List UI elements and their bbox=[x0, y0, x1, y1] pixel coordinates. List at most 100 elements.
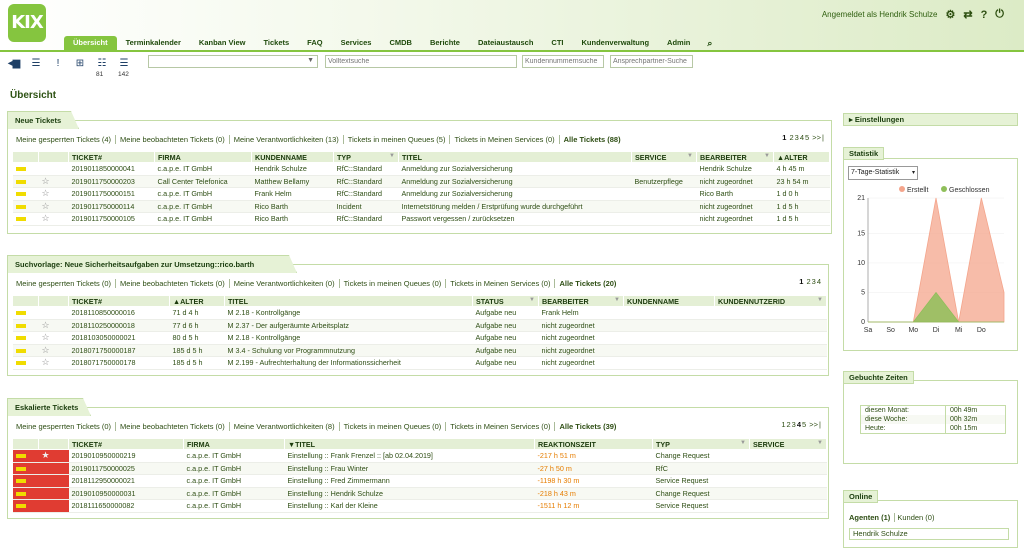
queue-select[interactable]: ▼ bbox=[148, 55, 318, 68]
filter-locked[interactable]: Meine gesperrten Tickets (0) bbox=[12, 279, 117, 288]
nav-item-cmdb[interactable]: CMDB bbox=[389, 38, 412, 47]
nav-item-cti[interactable]: CTI bbox=[551, 38, 564, 47]
new-tickets-title[interactable]: Neue Tickets bbox=[7, 111, 79, 129]
ticket-number[interactable]: 2018110850000016 bbox=[68, 306, 170, 320]
online-title[interactable]: Online bbox=[843, 490, 879, 503]
col-response-time[interactable]: REAKTIONSZEIT bbox=[534, 438, 653, 450]
nav-item-reports[interactable]: Berichte bbox=[429, 38, 460, 47]
star-icon[interactable]: ☆ bbox=[41, 175, 50, 186]
list-icon[interactable]: ☰ bbox=[31, 58, 41, 69]
filter-responsible[interactable]: Meine Verantwortlichkeiten (0) bbox=[230, 279, 340, 288]
star-icon[interactable]: ☆ bbox=[41, 332, 50, 343]
ticket-number[interactable]: 2019011750000114 bbox=[68, 200, 155, 213]
col-customer[interactable]: KUNDENNAME bbox=[251, 151, 334, 163]
page-4[interactable]: 4 bbox=[796, 420, 802, 429]
filter-locked[interactable]: Meine gesperrten Tickets (0) bbox=[12, 422, 117, 431]
page-2[interactable]: 2 bbox=[786, 420, 791, 429]
nav-item-kanban[interactable]: Kanban View bbox=[198, 38, 246, 47]
filter-my-services[interactable]: Tickets in Meinen Services (0) bbox=[446, 279, 556, 288]
logged-in-user[interactable]: Angemeldet als Hendrik Schulze bbox=[821, 10, 938, 19]
page-1[interactable]: 1 bbox=[799, 277, 804, 286]
filter-locked[interactable]: Meine gesperrten Tickets (4) bbox=[12, 135, 117, 144]
ticket-number[interactable]: 2019010950000031 bbox=[68, 487, 184, 500]
col-status[interactable]: STATUS ▼ bbox=[472, 295, 539, 307]
filter-all[interactable]: Alle Tickets (20) bbox=[559, 279, 617, 288]
col-owner[interactable]: BEARBEITER ▼ bbox=[538, 295, 624, 307]
ticket-number[interactable]: 2019010950000219 bbox=[68, 449, 184, 463]
col-customer-id[interactable]: KUNDENNUTZERID ▼ bbox=[714, 295, 827, 307]
page-last[interactable]: | bbox=[819, 420, 821, 429]
page-next[interactable]: >> bbox=[809, 420, 819, 429]
customer-number-search-input[interactable] bbox=[522, 55, 604, 68]
search-template-title[interactable]: Suchvorlage: Neue Sicherheitsaufgaben zu… bbox=[7, 255, 297, 273]
star-icon[interactable]: ☆ bbox=[41, 200, 50, 211]
table-row[interactable]: 2018111650000082 c.a.p.e. IT GmbH Einstell… bbox=[12, 499, 827, 513]
page-3[interactable]: 3 bbox=[811, 277, 816, 286]
locked-tickets-icon[interactable]: ☰ 142 bbox=[116, 57, 132, 78]
col-customer[interactable]: KUNDENNAME bbox=[623, 295, 715, 307]
booked-times-title[interactable]: Gebuchte Zeiten bbox=[843, 371, 914, 384]
search-icon[interactable]: ⌕ bbox=[707, 38, 713, 48]
table-row[interactable]: ☆ 2019011750000105 c.a.p.e. IT GmbH Rico Ba… bbox=[12, 212, 830, 226]
ticket-number[interactable]: 2019011750000203 bbox=[68, 175, 155, 188]
filter-my-queues[interactable]: Tickets in meinen Queues (0) bbox=[340, 279, 447, 288]
col-title[interactable]: TITEL bbox=[398, 151, 632, 163]
filter-all[interactable]: Alle Tickets (39) bbox=[559, 422, 617, 431]
table-row[interactable]: ☆ 2019011750000151 c.a.p.e. IT GmbH Frank H… bbox=[12, 187, 830, 201]
online-tab-customers[interactable]: Kunden (0) bbox=[897, 513, 935, 522]
settings-toggle[interactable]: ▸ Einstellungen bbox=[843, 113, 1018, 126]
folder-icon[interactable]: ◂▆ bbox=[7, 58, 21, 69]
star-icon[interactable]: ☆ bbox=[41, 188, 50, 199]
watched-tickets-icon[interactable]: ☷ 81 bbox=[94, 57, 110, 78]
page-4[interactable]: 4 bbox=[816, 277, 821, 286]
filter-my-services[interactable]: Tickets in Meinen Services (0) bbox=[450, 135, 560, 144]
online-user[interactable]: Hendrik Schulze bbox=[849, 528, 1009, 540]
nav-item-faq[interactable]: FAQ bbox=[307, 38, 323, 47]
exclamation-icon[interactable]: ! bbox=[56, 58, 60, 69]
star-icon[interactable]: ★ bbox=[41, 450, 50, 461]
filter-all[interactable]: Alle Tickets (88) bbox=[563, 135, 621, 144]
col-owner[interactable]: BEARBEITER ▼ bbox=[696, 151, 774, 163]
nav-item-overview[interactable]: Übersicht bbox=[64, 36, 117, 50]
table-row[interactable]: ☆ 2019011750000203 Call Center Telefonica M… bbox=[12, 175, 830, 188]
col-company[interactable]: FIRMA bbox=[183, 438, 285, 450]
filter-watched[interactable]: Meine beobachteten Tickets (0) bbox=[116, 279, 230, 288]
page-1[interactable]: 1 bbox=[781, 420, 786, 429]
nav-item-file-exchange[interactable]: Dateiaustausch bbox=[477, 38, 534, 47]
table-row[interactable]: ☆ 2019011750000114 c.a.p.e. IT GmbH Rico Ba… bbox=[12, 200, 830, 213]
col-service[interactable]: SERVICE ▼ bbox=[749, 438, 827, 450]
ticket-number[interactable]: 2018110250000018 bbox=[68, 319, 170, 332]
star-icon[interactable]: ☆ bbox=[41, 319, 50, 330]
filter-my-services[interactable]: Tickets in Meinen Services (0) bbox=[446, 422, 556, 431]
star-icon[interactable]: ☆ bbox=[41, 344, 50, 355]
col-age[interactable]: ▲ALTER bbox=[169, 295, 225, 307]
fulltext-search-input[interactable] bbox=[325, 55, 517, 68]
ticket-number[interactable]: 2019011750000105 bbox=[68, 212, 155, 226]
nav-item-admin[interactable]: Admin bbox=[667, 38, 691, 47]
ticket-number[interactable]: 2019011750000151 bbox=[68, 187, 155, 201]
col-type[interactable]: TYP ▼ bbox=[652, 438, 750, 450]
help-icon[interactable]: ? bbox=[980, 8, 988, 21]
statistics-title[interactable]: Statistik bbox=[843, 147, 885, 160]
ticket-number[interactable]: 2019011850000041 bbox=[68, 162, 155, 176]
page-next[interactable]: >> bbox=[812, 133, 822, 142]
col-title[interactable]: TITEL bbox=[224, 295, 473, 307]
table-row[interactable]: 2019011750000025 c.a.p.e. IT GmbH Einstell… bbox=[12, 462, 827, 475]
filter-responsible[interactable]: Meine Verantwortlichkeiten (13) bbox=[230, 135, 344, 144]
table-row[interactable]: ★ 2019010950000219 c.a.p.e. IT GmbH Einstel… bbox=[12, 449, 827, 463]
filter-watched[interactable]: Meine beobachteten Tickets (0) bbox=[116, 422, 230, 431]
col-title[interactable]: ▼TITEL bbox=[284, 438, 535, 450]
filter-responsible[interactable]: Meine Verantwortlichkeiten (8) bbox=[230, 422, 340, 431]
page-5[interactable]: 5 bbox=[802, 420, 807, 429]
gear-icon[interactable]: ⚙ bbox=[945, 9, 956, 21]
star-icon[interactable]: ☆ bbox=[41, 213, 50, 224]
online-tab-agents[interactable]: Agenten (1) bbox=[849, 513, 896, 522]
col-company[interactable]: FIRMA bbox=[154, 151, 252, 163]
page-last[interactable]: | bbox=[822, 133, 824, 142]
ticket-number[interactable]: 2019011750000025 bbox=[68, 462, 184, 475]
